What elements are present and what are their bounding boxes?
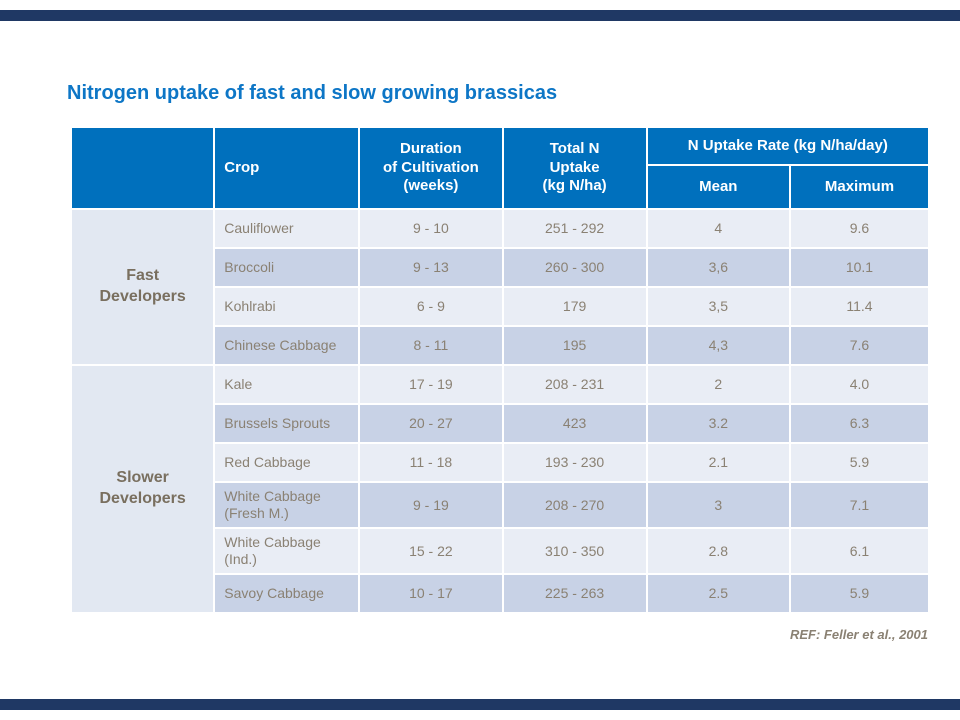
maximum-cell: 7.1: [790, 483, 928, 527]
duration-cell: 10 - 17: [360, 575, 502, 612]
duration-cell: 6 - 9: [360, 288, 502, 325]
crop-cell: White Cabbage (Ind.): [215, 529, 359, 573]
bottom-accent-bar: [0, 699, 960, 710]
group-label-fast-developers: Fast Developers: [72, 210, 214, 364]
mean-cell: 2.1: [647, 444, 789, 481]
table-row: Slower Developers Kale 17 - 19 208 - 231…: [72, 366, 928, 612]
crop-cell: Brussels Sprouts: [215, 405, 359, 442]
duration-cell: 20 - 27: [360, 405, 502, 442]
table-row: Broccoli 9 - 13 260 - 300 3,6 10.1: [72, 249, 928, 286]
maximum-cell: 5.9: [790, 575, 928, 612]
maximum-cell: 5.9: [790, 444, 928, 481]
header-row-1: Crop Duration of Cultivation (weeks) Tot…: [72, 128, 928, 208]
crop-cell: Cauliflower: [215, 210, 359, 247]
total-n-cell: 179: [503, 288, 646, 325]
col-header-duration: Duration of Cultivation (weeks): [360, 128, 502, 208]
duration-cell: 9 - 19: [360, 483, 502, 527]
col-header-mean: Mean: [647, 166, 789, 208]
group-label-slower-developers: Slower Developers: [72, 366, 214, 612]
col-header-maximum: Maximum: [790, 166, 928, 208]
table-row: White Cabbage (Fresh M.) 9 - 19 208 - 27…: [72, 483, 928, 527]
total-n-cell: 251 - 292: [503, 210, 646, 247]
data-table: Crop Duration of Cultivation (weeks) Tot…: [70, 126, 930, 614]
mean-cell: 2.5: [647, 575, 789, 612]
crop-cell: Broccoli: [215, 249, 359, 286]
table-row: Savoy Cabbage 10 - 17 225 - 263 2.5 5.9: [72, 575, 928, 612]
crop-cell: Chinese Cabbage: [215, 327, 359, 364]
header-row-2: Mean Maximum: [72, 166, 928, 208]
mean-cell: 2.8: [647, 529, 789, 573]
duration-cell: 17 - 19: [360, 366, 502, 403]
top-accent-bar: [0, 10, 960, 21]
mean-cell: 2: [647, 366, 789, 403]
duration-cell: 9 - 13: [360, 249, 502, 286]
maximum-cell: 4.0: [790, 366, 928, 403]
duration-cell: 15 - 22: [360, 529, 502, 573]
total-n-cell: 208 - 231: [503, 366, 646, 403]
maximum-cell: 11.4: [790, 288, 928, 325]
total-n-cell: 195: [503, 327, 646, 364]
mean-cell: 3,6: [647, 249, 789, 286]
mean-cell: 3.2: [647, 405, 789, 442]
mean-cell: 4,3: [647, 327, 789, 364]
table-row: Brussels Sprouts 20 - 27 423 3.2 6.3: [72, 405, 928, 442]
crop-cell: White Cabbage (Fresh M.): [215, 483, 359, 527]
table-row: Red Cabbage 11 - 18 193 - 230 2.1 5.9: [72, 444, 928, 481]
reference-note: REF: Feller et al., 2001: [789, 627, 928, 642]
total-n-cell: 310 - 350: [503, 529, 646, 573]
maximum-cell: 9.6: [790, 210, 928, 247]
col-header-total-n: Total N Uptake (kg N/ha): [503, 128, 646, 208]
maximum-cell: 6.1: [790, 529, 928, 573]
col-header-crop: Crop: [215, 128, 359, 208]
crop-cell: Kohlrabi: [215, 288, 359, 325]
table-row: Kohlrabi 6 - 9 179 3,5 11.4: [72, 288, 928, 325]
duration-cell: 8 - 11: [360, 327, 502, 364]
total-n-cell: 225 - 263: [503, 575, 646, 612]
total-n-cell: 260 - 300: [503, 249, 646, 286]
crop-cell: Kale: [215, 366, 359, 403]
table-row: Fast Developers Cauliflower 9 - 10 251 -…: [72, 210, 928, 364]
table-row: Chinese Cabbage 8 - 11 195 4,3 7.6: [72, 327, 928, 364]
crop-cell: Savoy Cabbage: [215, 575, 359, 612]
page-title: Nitrogen uptake of fast and slow growing…: [67, 82, 558, 104]
total-n-cell: 193 - 230: [503, 444, 646, 481]
mean-cell: 4: [647, 210, 789, 247]
maximum-cell: 6.3: [790, 405, 928, 442]
total-n-cell: 208 - 270: [503, 483, 646, 527]
duration-cell: 9 - 10: [360, 210, 502, 247]
corner-header-cell: [72, 128, 214, 208]
maximum-cell: 7.6: [790, 327, 928, 364]
total-n-cell: 423: [503, 405, 646, 442]
maximum-cell: 10.1: [790, 249, 928, 286]
mean-cell: 3,5: [647, 288, 789, 325]
col-header-uptake-rate: N Uptake Rate (kg N/ha/day): [647, 128, 928, 164]
brassica-table: Crop Duration of Cultivation (weeks) Tot…: [70, 126, 930, 614]
table-row: White Cabbage (Ind.) 15 - 22 310 - 350 2…: [72, 529, 928, 573]
mean-cell: 3: [647, 483, 789, 527]
duration-cell: 11 - 18: [360, 444, 502, 481]
crop-cell: Red Cabbage: [215, 444, 359, 481]
